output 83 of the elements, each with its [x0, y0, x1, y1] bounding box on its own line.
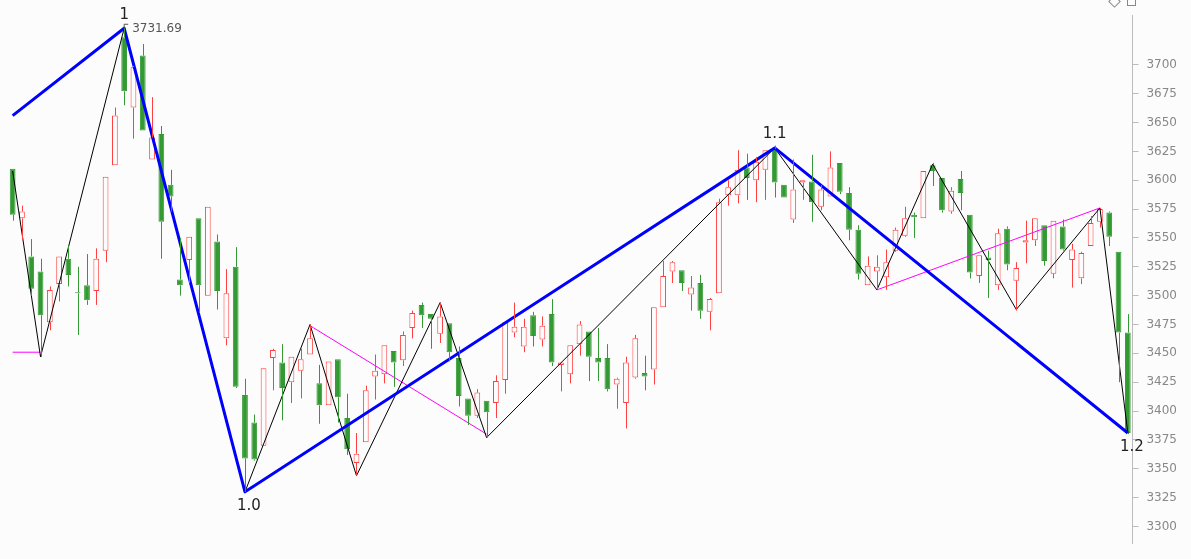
- annotation: 1.1: [762, 124, 787, 143]
- annotation: 1.2: [1119, 437, 1144, 456]
- candlestick: [167, 169, 174, 212]
- candlestick: [1106, 212, 1113, 247]
- candlestick: [427, 314, 434, 350]
- candlestick: [771, 145, 778, 199]
- candlestick: [1041, 225, 1048, 267]
- text: 3731.69: [132, 21, 182, 36]
- y-tick-label: 3375: [1146, 432, 1178, 447]
- candlestick: [46, 285, 53, 331]
- y-tick-label: 3675: [1146, 85, 1178, 100]
- candlestick: [697, 274, 704, 320]
- y-tick-label: 3425: [1146, 374, 1178, 389]
- candlestick: [381, 345, 388, 384]
- candlestick: [437, 302, 444, 344]
- candlestick: [994, 228, 1001, 291]
- candlestick: [836, 162, 843, 195]
- candlestick: [214, 233, 220, 311]
- candlestick: [28, 238, 35, 297]
- annotation: 1.0: [237, 496, 261, 515]
- candlestick: [1087, 215, 1094, 247]
- candlestick: [939, 177, 945, 214]
- candlestick: [390, 351, 397, 388]
- y-tick-label: 3475: [1146, 316, 1178, 331]
- candlestick: [232, 246, 239, 387]
- candlestick: [1032, 218, 1038, 247]
- candlestick: [650, 307, 657, 386]
- candlestick: [502, 322, 509, 395]
- candlestick: [706, 299, 713, 331]
- candlestick: [716, 198, 722, 294]
- y-tick-label: 3325: [1146, 489, 1178, 504]
- candlestick: [93, 247, 100, 306]
- y-tick-label: 3400: [1146, 403, 1178, 418]
- candlestick: [465, 398, 471, 426]
- candlestick: [297, 348, 304, 399]
- candlestick: [595, 327, 601, 382]
- candlestick: [242, 378, 248, 493]
- candlestick: [1004, 225, 1010, 271]
- candlestick: [623, 356, 629, 429]
- y-tick-label: 3650: [1146, 114, 1178, 129]
- candlestick: [660, 260, 667, 308]
- annotation: 1: [119, 4, 129, 23]
- candlestick: [56, 256, 62, 302]
- candlestick: [400, 330, 406, 367]
- candlestick: [1059, 218, 1066, 250]
- candlestick: [455, 345, 462, 407]
- y-tick-label: 3500: [1146, 287, 1178, 302]
- candlestick: [855, 224, 862, 280]
- candlestick: [409, 310, 416, 339]
- candlestick: [493, 374, 499, 419]
- y-tick-label: 3525: [1146, 258, 1178, 273]
- y-tick-label: 3350: [1146, 460, 1178, 475]
- candlestick: [111, 107, 118, 166]
- y-tick-label: 3700: [1146, 56, 1178, 71]
- candlestick: [1013, 261, 1020, 312]
- candlestick: [976, 255, 983, 284]
- y-tick-label: 3575: [1146, 201, 1178, 216]
- candlestick: [678, 270, 685, 292]
- candlestick: [335, 359, 341, 424]
- y-tick-label: 3550: [1146, 230, 1178, 245]
- y-tick-label: 3600: [1146, 172, 1178, 187]
- candlestick: [530, 311, 536, 347]
- candlestick: [1022, 220, 1029, 264]
- candlestick: [613, 378, 620, 410]
- candlestick: [1078, 252, 1085, 285]
- candlestick: [790, 158, 797, 224]
- y-tick-label: 3300: [1146, 518, 1178, 533]
- candlestick: [548, 298, 555, 367]
- y-tick-label: 3625: [1146, 143, 1178, 158]
- candlestick: [808, 154, 815, 223]
- candlestick: [1069, 243, 1075, 289]
- candlestick: [585, 331, 592, 382]
- candlestick: [307, 324, 313, 355]
- candlestick: [799, 180, 806, 201]
- candlestick: [520, 318, 527, 353]
- y-tick-label: 3450: [1146, 345, 1178, 360]
- candlestick: [84, 253, 90, 306]
- candlestick: [539, 315, 546, 347]
- candlestick: [567, 345, 574, 384]
- candlestick: [279, 343, 286, 421]
- candlestick: [251, 414, 258, 460]
- candlestick: [19, 205, 25, 241]
- candlestick: [316, 364, 323, 425]
